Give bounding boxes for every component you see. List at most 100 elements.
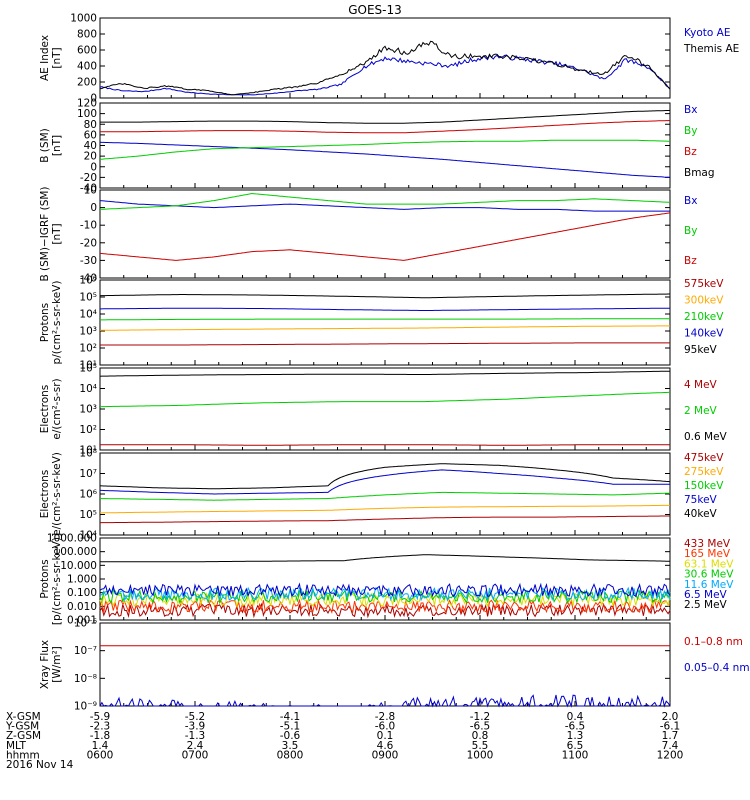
y-tick-label: 100.000 bbox=[54, 546, 97, 558]
x-axis-value: 5.5 bbox=[472, 740, 489, 752]
legend-label: 300keV bbox=[684, 295, 724, 307]
y-axis-label: Xray Flux bbox=[39, 640, 51, 689]
y-tick-label: 800 bbox=[77, 29, 97, 41]
series-line-bmag bbox=[100, 109, 671, 124]
series-line-210kev bbox=[100, 318, 670, 321]
panel-1: 0 200 400 600 800 1000 AE Index [nT] Kyoto AE The… bbox=[39, 13, 739, 105]
y-tick-label: 10⁻⁶ bbox=[74, 618, 97, 630]
legend-label: 4 MeV bbox=[684, 379, 718, 391]
x-axis-value: 1.4 bbox=[92, 740, 109, 752]
y-tick-label: -10 bbox=[80, 220, 97, 232]
y-tick-label: 10² bbox=[79, 424, 97, 436]
legend-label: 2.5 MeV bbox=[684, 599, 728, 611]
y-tick-label: 10² bbox=[79, 343, 97, 355]
legend-label: 150keV bbox=[684, 480, 724, 492]
y-tick-label: 10⁶ bbox=[79, 489, 97, 501]
y-tick-label: -20 bbox=[80, 237, 97, 249]
y-tick-label: 1000 bbox=[70, 13, 97, 25]
series-line-300kev bbox=[100, 325, 670, 331]
series-line-150kev bbox=[99, 491, 670, 501]
series-line-75kev bbox=[100, 469, 670, 495]
x-axis-value: 2.0 bbox=[662, 711, 679, 723]
series-line-2-5-mev bbox=[100, 554, 670, 563]
legend-label: 63.1 MeV bbox=[684, 558, 734, 570]
legend-label: 0.6 MeV bbox=[684, 431, 728, 443]
x-axis-value: 6.5 bbox=[567, 740, 584, 752]
y-axis-label: Electrons bbox=[39, 470, 51, 519]
y-tick-label: -30 bbox=[80, 255, 97, 267]
y-tick-label: 40 bbox=[84, 140, 97, 152]
y-tick-label: -40 bbox=[80, 273, 97, 285]
legend-label: 95keV bbox=[684, 344, 718, 356]
series-line-63-1-mev bbox=[99, 592, 671, 608]
y-axis-label: [nT] bbox=[51, 135, 63, 156]
series-line-bx bbox=[99, 200, 670, 212]
y-tick-label: -40 bbox=[80, 183, 97, 195]
x-axis-value: -3.9 bbox=[185, 721, 206, 733]
x-axis-value: -0.6 bbox=[280, 730, 301, 742]
x-axis-value: -6.0 bbox=[375, 721, 396, 733]
legend-label: Bx bbox=[684, 104, 697, 116]
y-tick-label: 0.100 bbox=[67, 587, 97, 599]
series-line-bz bbox=[100, 120, 671, 134]
y-tick-label: 10⁻⁹ bbox=[74, 701, 97, 713]
y-tick-label: 10⁷ bbox=[79, 468, 97, 480]
y-tick-label: 100 bbox=[77, 108, 97, 120]
y-tick-label: 10⁻⁸ bbox=[74, 673, 97, 685]
panel-3: 10 0 -10 -20 -30 -40 B (SM)−IGRF (SM) [nT] Bx By B… bbox=[39, 185, 697, 285]
x-axis-row-label: hhmm bbox=[6, 749, 40, 761]
series-line-themis-ae bbox=[99, 40, 671, 96]
x-axis-value: -6.1 bbox=[660, 721, 681, 733]
date-label: 2016 Nov 14 bbox=[6, 759, 74, 771]
plot-frame bbox=[99, 189, 671, 279]
y-axis-label: [nT] bbox=[51, 223, 63, 244]
legend-label: 475keV bbox=[684, 452, 724, 464]
legend-label: 0.1–0.8 nm bbox=[684, 636, 743, 648]
x-axis-value: 1200 bbox=[657, 749, 684, 761]
x-axis-value: 1.7 bbox=[662, 730, 679, 742]
x-axis-value: 1000 bbox=[467, 749, 494, 761]
y-tick-label: 10⁻⁷ bbox=[74, 645, 97, 657]
y-tick-label: 10³ bbox=[79, 404, 97, 416]
legend-label: Bz bbox=[684, 255, 697, 267]
legend-label: 2 MeV bbox=[684, 405, 718, 417]
y-tick-label: 0.001 bbox=[67, 615, 97, 627]
y-tick-label: 10³ bbox=[79, 326, 97, 338]
series-line-kyoto-ae bbox=[99, 54, 671, 96]
y-axis-label: B (SM)−IGRF (SM) bbox=[39, 186, 51, 281]
legend-label: 140keV bbox=[684, 328, 724, 340]
series-line-0-05-0-4-nm bbox=[99, 694, 671, 708]
legend-label: By bbox=[684, 225, 697, 237]
series-line-140kev bbox=[100, 307, 670, 311]
series-line-11-6-mev bbox=[99, 586, 671, 602]
series-line-bz bbox=[99, 212, 671, 261]
x-axis-value: 1.3 bbox=[567, 730, 584, 742]
y-tick-label: 10.000 bbox=[60, 560, 97, 572]
y-tick-label: 200 bbox=[77, 77, 97, 89]
y-tick-label: 10⁴ bbox=[79, 309, 97, 321]
y-tick-label: 10⁸ bbox=[79, 448, 97, 460]
x-axis-value: 7.4 bbox=[662, 740, 679, 752]
y-axis-label: [nT] bbox=[51, 47, 63, 68]
legend-label: 30.6 MeV bbox=[684, 569, 734, 581]
y-axis-label: e/(cm²-s-sr-keV) bbox=[51, 452, 63, 536]
legend-label: 210keV bbox=[684, 311, 724, 323]
legend-label: By bbox=[684, 125, 697, 137]
plot-frame bbox=[99, 367, 671, 451]
x-axis-value: -6.5 bbox=[470, 721, 491, 733]
series-line-4-mev bbox=[100, 444, 670, 446]
x-axis-value: -5.1 bbox=[280, 721, 301, 733]
x-axis-value: 0700 bbox=[182, 749, 209, 761]
y-tick-label: 1.000 bbox=[67, 574, 97, 586]
x-axis-value: -5.9 bbox=[90, 711, 111, 723]
legend-label: Bx bbox=[684, 195, 697, 207]
y-axis-label: [W/m²] bbox=[51, 646, 63, 683]
y-axis-label: Protons bbox=[39, 559, 51, 598]
y-tick-label: 20 bbox=[84, 151, 97, 163]
plot-frame bbox=[99, 279, 671, 366]
panel-6: 10⁴ 10⁵ 10⁶ 10⁷ 10⁸ Electrons e/(cm²-s-sr-keV)… bbox=[39, 448, 724, 542]
series-line-30-6-mev bbox=[99, 588, 671, 605]
y-tick-label: 400 bbox=[77, 61, 97, 73]
legend-label: 165 MeV bbox=[684, 548, 731, 560]
x-axis-value: -1.8 bbox=[90, 730, 111, 742]
